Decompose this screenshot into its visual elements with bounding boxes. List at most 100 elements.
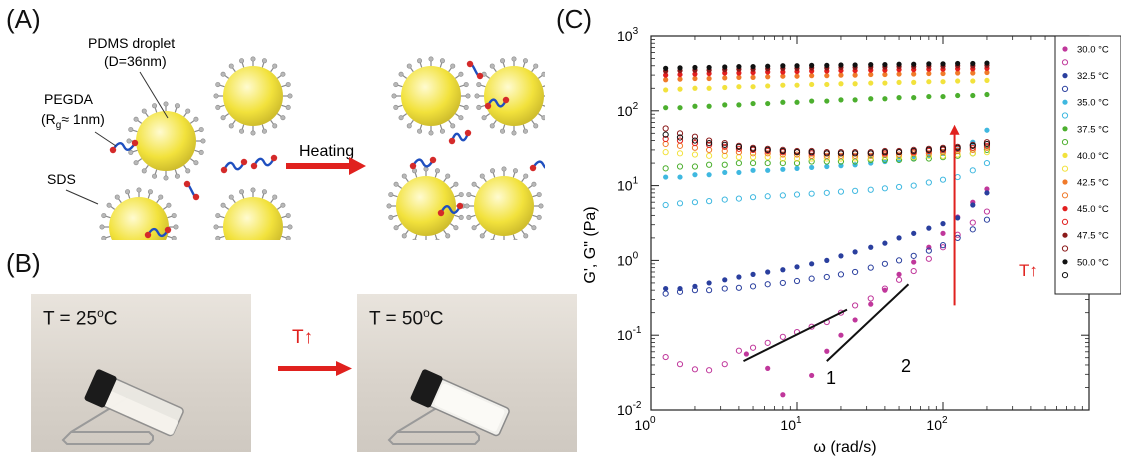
loss-modulus-point xyxy=(881,149,889,156)
y-tick-label: 103 xyxy=(617,26,639,44)
legend-entry-filled: 42.5 °C xyxy=(1062,178,1109,189)
x-tick-label: 101 xyxy=(780,415,802,433)
storage-modulus-point xyxy=(882,287,888,293)
panel-a-label: (A) xyxy=(6,4,41,34)
storage-modulus-point xyxy=(852,72,858,78)
storage-modulus-point xyxy=(838,81,844,87)
svg-text:40.0 °C: 40.0 °C xyxy=(1077,151,1109,162)
loss-modulus-point xyxy=(676,200,684,207)
loss-modulus-point xyxy=(691,163,699,170)
storage-modulus-point xyxy=(809,164,815,171)
storage-modulus-point xyxy=(940,79,946,85)
loss-modulus-point xyxy=(705,146,713,154)
storage-modulus-point xyxy=(794,99,800,105)
storage-modulus-point xyxy=(765,63,771,69)
storage-modulus-point xyxy=(940,230,946,236)
storage-modulus-point xyxy=(896,271,902,277)
loss-modulus-point xyxy=(721,143,728,150)
storage-modulus-point xyxy=(852,317,858,323)
loss-modulus-point xyxy=(925,255,932,262)
loss-modulus-point xyxy=(721,141,728,149)
storage-modulus-point xyxy=(984,127,990,133)
storage-modulus-point xyxy=(663,285,669,292)
pegda-label: PEGDA xyxy=(44,91,94,107)
loss-modulus-point xyxy=(793,277,801,285)
loss-modulus-point xyxy=(851,150,859,157)
storage-modulus-point xyxy=(677,105,683,111)
storage-modulus-point xyxy=(882,240,888,246)
storage-modulus-point xyxy=(824,163,830,170)
loss-modulus-point xyxy=(705,152,713,159)
pegda-chain xyxy=(409,156,437,170)
slope-line xyxy=(826,283,910,362)
loss-modulus-point xyxy=(691,199,699,206)
x-tick-label: 100 xyxy=(634,415,656,433)
loss-modulus-point xyxy=(867,264,874,271)
loss-modulus-point xyxy=(910,147,917,155)
storage-modulus-point xyxy=(824,81,830,88)
legend-entry-open xyxy=(1061,192,1069,199)
loss-modulus-point xyxy=(735,143,743,150)
storage-modulus-point xyxy=(750,84,756,90)
pdms-droplet xyxy=(126,101,206,181)
chart-x-label: ω (rad/s) xyxy=(813,439,876,456)
loss-modulus-point xyxy=(867,295,874,302)
loss-modulus-point xyxy=(676,142,684,149)
svg-text:42.5 °C: 42.5 °C xyxy=(1077,178,1109,189)
loss-modulus-point xyxy=(881,285,889,292)
loss-modulus-point xyxy=(749,283,757,290)
vial-photo-25c: T = 25oC xyxy=(31,294,251,452)
storage-modulus-point xyxy=(765,74,771,80)
storage-modulus-point xyxy=(838,72,844,78)
loss-modulus-point xyxy=(823,273,830,281)
storage-modulus-point xyxy=(750,271,756,277)
storage-modulus-point xyxy=(984,190,990,196)
loss-modulus-point xyxy=(735,195,743,202)
storage-modulus-point xyxy=(824,62,830,68)
loss-modulus-point xyxy=(662,131,669,138)
chart-y-label: G', G" (Pa) xyxy=(582,206,599,283)
loss-modulus-point xyxy=(749,159,757,167)
loss-modulus-point xyxy=(676,134,684,141)
storage-modulus-point xyxy=(780,69,786,75)
loss-modulus-point xyxy=(764,159,771,167)
loss-modulus-point xyxy=(691,137,699,144)
storage-modulus-point xyxy=(926,225,932,231)
storage-modulus-point xyxy=(868,244,874,250)
storage-modulus-point xyxy=(896,71,902,77)
storage-modulus-point xyxy=(677,76,683,82)
storage-modulus-point xyxy=(663,65,669,71)
slope-label-2: 2 xyxy=(901,356,911,376)
storage-modulus-point xyxy=(911,71,917,77)
y-tick-label: 10-2 xyxy=(617,400,642,418)
storage-modulus-point xyxy=(955,60,961,67)
storage-modulus-point xyxy=(736,169,742,176)
storage-modulus-point xyxy=(794,264,800,270)
loss-modulus-point xyxy=(721,147,728,155)
storage-modulus-point xyxy=(984,60,990,66)
y-tick-label: 100 xyxy=(617,250,639,268)
pegda-chain xyxy=(220,158,248,174)
loss-modulus-point xyxy=(676,288,684,295)
legend-entry-open xyxy=(1061,139,1069,146)
loss-modulus-point xyxy=(867,186,874,193)
loss-modulus-point xyxy=(721,361,728,368)
storage-modulus-point xyxy=(984,69,990,76)
loss-modulus-point xyxy=(954,173,961,181)
storage-modulus-point xyxy=(692,85,698,91)
storage-modulus-point xyxy=(736,102,742,108)
svg-text:35.0 °C: 35.0 °C xyxy=(1077,98,1109,109)
loss-modulus-point xyxy=(851,152,859,159)
loss-modulus-point xyxy=(721,139,728,147)
loss-modulus-point xyxy=(749,145,757,152)
storage-modulus-point xyxy=(750,167,756,173)
storage-modulus-point xyxy=(926,93,932,100)
loss-modulus-point xyxy=(910,252,917,259)
storage-modulus-point xyxy=(896,95,902,101)
loss-modulus-point xyxy=(837,188,845,195)
loss-modulus-point xyxy=(837,150,845,157)
loss-modulus-point xyxy=(969,167,976,174)
loss-modulus-point xyxy=(939,145,947,152)
storage-modulus-point xyxy=(970,92,976,99)
loss-modulus-point xyxy=(662,353,669,361)
